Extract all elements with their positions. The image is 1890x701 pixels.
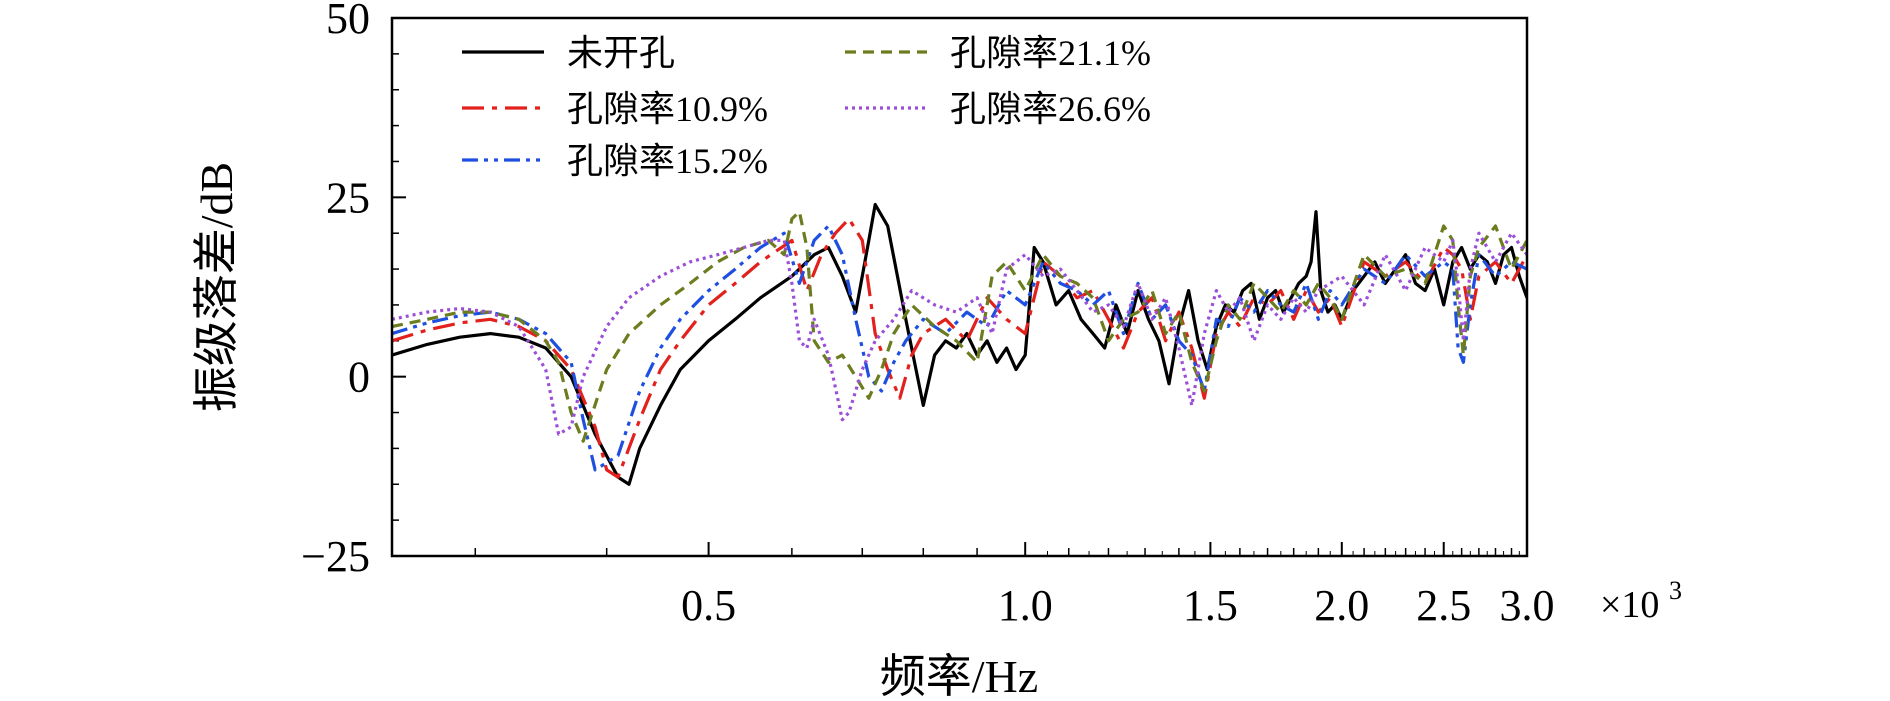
x-tick-label: 1.0 <box>998 581 1053 630</box>
x-multiplier-base: ×10 <box>1600 584 1659 626</box>
x-tick-label: 3.0 <box>1500 581 1555 630</box>
x-axis-title: 频率/Hz <box>880 651 1038 701</box>
x-tick-label: 1.5 <box>1183 581 1238 630</box>
series-line <box>392 210 1527 443</box>
legend-label: 孔隙率21.1% <box>950 33 1151 73</box>
legend-label: 孔隙率15.2% <box>567 141 768 181</box>
y-tick-label: 0 <box>348 353 370 402</box>
y-tick-label: 50 <box>326 0 370 43</box>
x-tick-label: 2.0 <box>1314 581 1369 630</box>
x-tick-label: 2.5 <box>1416 581 1471 630</box>
y-axis-title: 振级落差/dB <box>191 162 242 412</box>
legend-label: 孔隙率10.9% <box>567 89 768 129</box>
series-line <box>392 217 1527 479</box>
series-line <box>392 224 1527 472</box>
series-line <box>392 231 1527 436</box>
y-tick-label: −25 <box>301 532 370 581</box>
x-tick-label: 0.5 <box>681 581 736 630</box>
y-axis-ticks: 50 25 0 −25 <box>301 0 406 581</box>
series-layer <box>392 202 1527 486</box>
legend-label: 未开孔 <box>567 33 675 73</box>
x-multiplier: ×10 3 <box>1600 576 1682 626</box>
plot-frame <box>390 16 1529 558</box>
x-axis-ticks: 0.5 1.0 1.5 2.0 2.5 3.0 <box>474 542 1555 630</box>
x-multiplier-exponent: 3 <box>1669 576 1682 605</box>
legend-label: 孔隙率26.6% <box>950 89 1151 129</box>
y-tick-label: 25 <box>326 173 370 222</box>
